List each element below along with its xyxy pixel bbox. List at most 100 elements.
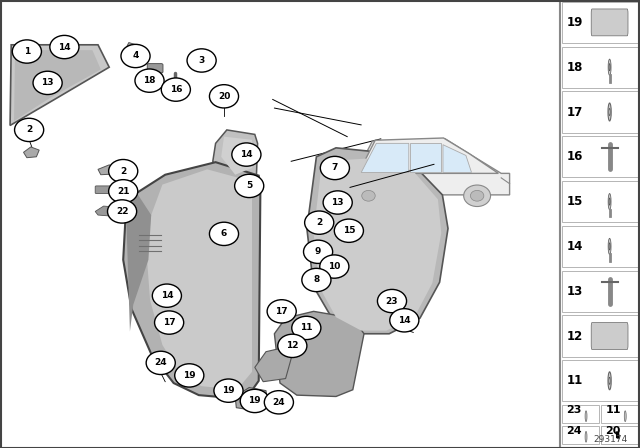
Text: 21: 21 <box>117 187 129 196</box>
Bar <box>562 360 639 401</box>
Circle shape <box>209 85 239 108</box>
Bar <box>562 226 639 267</box>
Bar <box>562 405 599 423</box>
Circle shape <box>390 309 419 332</box>
Circle shape <box>191 50 209 64</box>
Polygon shape <box>361 143 409 172</box>
Text: 13: 13 <box>332 198 344 207</box>
Circle shape <box>232 143 261 166</box>
Circle shape <box>109 159 138 183</box>
Bar <box>562 271 639 312</box>
Circle shape <box>267 300 296 323</box>
Circle shape <box>585 431 587 442</box>
Circle shape <box>470 190 484 201</box>
Text: 23: 23 <box>566 405 582 415</box>
Polygon shape <box>410 143 442 172</box>
Circle shape <box>161 78 191 101</box>
Circle shape <box>240 389 269 413</box>
Circle shape <box>12 40 42 63</box>
Text: 22: 22 <box>116 207 129 216</box>
Text: 20: 20 <box>218 92 230 101</box>
Circle shape <box>302 268 331 292</box>
Polygon shape <box>314 158 442 331</box>
Circle shape <box>109 180 138 203</box>
Circle shape <box>146 351 175 375</box>
FancyBboxPatch shape <box>147 64 163 73</box>
Circle shape <box>320 156 349 180</box>
Text: 12: 12 <box>286 341 299 350</box>
Circle shape <box>608 59 611 75</box>
Circle shape <box>355 185 382 207</box>
Text: 24: 24 <box>566 426 582 435</box>
Circle shape <box>323 191 352 214</box>
Polygon shape <box>443 145 472 172</box>
Text: 11: 11 <box>566 374 582 388</box>
Circle shape <box>15 118 44 142</box>
Circle shape <box>609 198 611 205</box>
Text: 15: 15 <box>342 226 355 235</box>
Text: 15: 15 <box>566 195 583 208</box>
Circle shape <box>609 64 611 71</box>
Circle shape <box>320 255 349 278</box>
Text: 19: 19 <box>248 396 261 405</box>
Circle shape <box>608 238 611 254</box>
Circle shape <box>135 69 164 92</box>
Text: 17: 17 <box>163 318 175 327</box>
Text: 6: 6 <box>221 229 227 238</box>
Polygon shape <box>307 148 448 334</box>
Polygon shape <box>221 137 252 175</box>
Text: 19: 19 <box>222 386 235 395</box>
Bar <box>601 426 639 444</box>
Text: 23: 23 <box>386 297 398 306</box>
Polygon shape <box>24 147 39 158</box>
FancyBboxPatch shape <box>591 323 628 349</box>
Text: 2: 2 <box>26 125 32 134</box>
Text: 7: 7 <box>332 164 338 172</box>
Text: 18: 18 <box>566 60 583 74</box>
Text: 19: 19 <box>183 371 196 380</box>
Polygon shape <box>275 311 364 396</box>
Text: 11: 11 <box>605 405 621 415</box>
Bar <box>601 426 639 444</box>
Circle shape <box>50 35 79 59</box>
Circle shape <box>121 44 150 68</box>
Bar <box>562 47 639 88</box>
Text: 19: 19 <box>566 16 583 29</box>
Circle shape <box>235 174 264 198</box>
Polygon shape <box>147 169 252 388</box>
Text: 9: 9 <box>315 247 321 256</box>
Circle shape <box>209 222 239 246</box>
Text: 20: 20 <box>605 426 621 435</box>
Polygon shape <box>358 138 499 173</box>
FancyBboxPatch shape <box>591 9 628 36</box>
Bar <box>562 91 639 133</box>
Text: 2: 2 <box>120 167 126 176</box>
Text: 16: 16 <box>566 150 583 164</box>
Bar <box>562 136 639 177</box>
Polygon shape <box>10 45 109 125</box>
Circle shape <box>585 411 587 422</box>
Text: 14: 14 <box>398 316 411 325</box>
Text: 8: 8 <box>313 276 319 284</box>
Circle shape <box>609 377 611 384</box>
Text: 3: 3 <box>198 56 205 65</box>
Text: 11: 11 <box>300 323 312 332</box>
Bar <box>562 181 639 222</box>
Text: 2: 2 <box>316 218 323 227</box>
Text: 14: 14 <box>161 291 173 300</box>
Circle shape <box>378 289 406 313</box>
Polygon shape <box>14 50 101 121</box>
Bar <box>562 315 639 357</box>
Circle shape <box>292 316 321 340</box>
Text: 14: 14 <box>566 240 583 253</box>
Circle shape <box>187 49 216 72</box>
Text: 1: 1 <box>24 47 30 56</box>
Polygon shape <box>98 165 119 175</box>
Text: 293174: 293174 <box>594 435 628 444</box>
Circle shape <box>214 379 243 402</box>
Bar <box>562 2 639 43</box>
Text: 16: 16 <box>170 85 182 94</box>
Text: 14: 14 <box>58 43 70 52</box>
Text: 4: 4 <box>132 52 139 60</box>
Text: 24: 24 <box>154 358 167 367</box>
